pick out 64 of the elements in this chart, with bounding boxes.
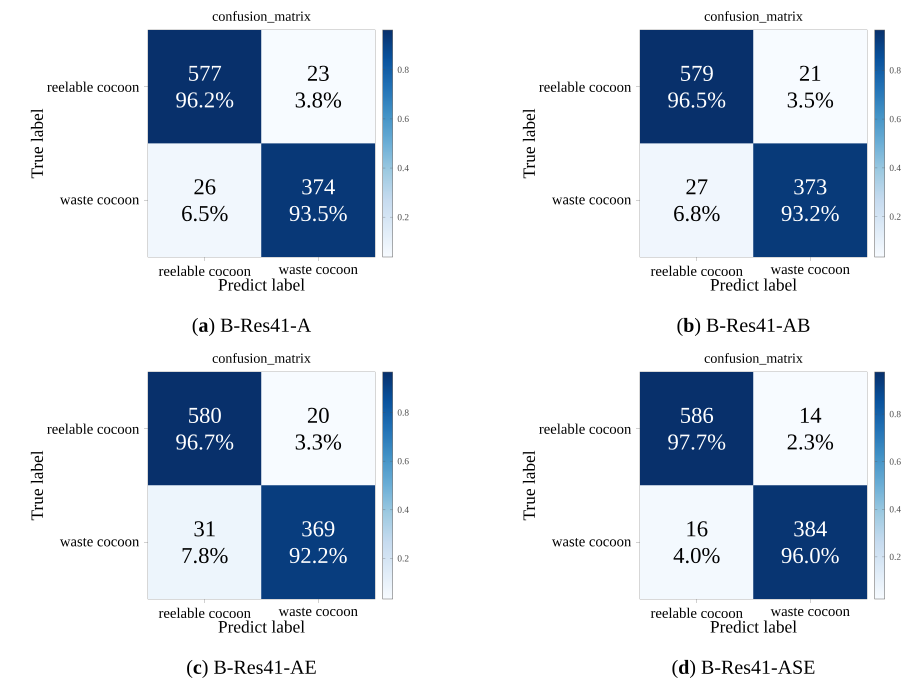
data-label: 580 96.7% bbox=[176, 408, 234, 450]
color-bar-label: 0.2 bbox=[890, 214, 900, 220]
x-tick-label: waste cocoon bbox=[770, 266, 850, 274]
color-bar-label: 0.4 bbox=[890, 506, 901, 512]
color-bar-label: 0.6 bbox=[398, 458, 409, 464]
text: (b) B-Res41-AB bbox=[677, 318, 810, 336]
data-label: 20 3.3% bbox=[296, 408, 342, 450]
x-tick-label: reelable cocoon bbox=[158, 266, 251, 276]
chart-title: confusion_matrix bbox=[212, 10, 311, 23]
y-tick-label: waste cocoon bbox=[60, 538, 140, 546]
y-axis-title: True label bbox=[30, 108, 44, 178]
color-bar-label: 0.2 bbox=[890, 554, 900, 560]
y-axis-title: True label bbox=[30, 450, 44, 520]
data-label: 374 93.5% bbox=[290, 179, 347, 222]
x-tick-label: reelable cocoon bbox=[158, 608, 251, 618]
color-bar-label: 0.4 bbox=[398, 164, 409, 172]
data-label: 579 96.5% bbox=[668, 66, 726, 108]
x-axis-title: Predict label bbox=[218, 620, 305, 633]
text: (c) B-Res41-AE bbox=[187, 660, 316, 678]
x-tick-label: waste cocoon bbox=[278, 266, 358, 274]
color-bar-label: 0.6 bbox=[890, 116, 901, 122]
color-bar-label: 0.8 bbox=[398, 409, 409, 416]
y-tick-label: reelable cocoon bbox=[47, 424, 140, 434]
color-bar-label: 0.4 bbox=[398, 506, 409, 513]
chart-title: confusion_matrix bbox=[212, 352, 311, 365]
x-tick-label: waste cocoon bbox=[278, 608, 358, 616]
y-tick-label: reelable cocoon bbox=[539, 82, 632, 92]
data-label: 369 92.2% bbox=[290, 521, 347, 564]
y-axis-title: True label bbox=[522, 450, 536, 520]
x-tick-label: reelable cocoon bbox=[650, 608, 743, 618]
color-bar-label: 0.2 bbox=[398, 555, 409, 562]
text: (a) B-Res41-A bbox=[192, 318, 312, 336]
y-tick-label: waste cocoon bbox=[552, 196, 632, 204]
x-tick-label: reelable cocoon bbox=[650, 266, 743, 276]
data-label: 384 96.0% bbox=[782, 521, 839, 564]
color-bar-label: 0.8 bbox=[398, 66, 409, 73]
x-axis-title: Predict label bbox=[710, 620, 797, 633]
color-bar-label: 0.6 bbox=[398, 116, 409, 122]
data-label: 373 93.2% bbox=[782, 179, 839, 222]
data-label: 586 97.7% bbox=[668, 408, 726, 450]
data-label: 31 7.8% bbox=[182, 521, 228, 564]
x-axis-title: Predict label bbox=[218, 278, 305, 291]
data-label: 26 6.5% bbox=[182, 179, 228, 222]
color-bar-label: 0.4 bbox=[890, 164, 901, 172]
chart-title: confusion_matrix bbox=[704, 352, 803, 365]
color-bar-label: 0.6 bbox=[890, 458, 901, 465]
y-axis-title: True label bbox=[522, 108, 536, 178]
color-bar-label: 0.2 bbox=[398, 214, 409, 220]
color-bar-label: 0.8 bbox=[890, 67, 901, 74]
x-tick-label: waste cocoon bbox=[770, 608, 850, 616]
data-label: 23 3.8% bbox=[296, 66, 342, 108]
chart-title: confusion_matrix bbox=[704, 10, 803, 23]
y-tick-label: waste cocoon bbox=[60, 196, 140, 204]
data-label: 577 96.2% bbox=[176, 66, 234, 108]
y-tick-label: reelable cocoon bbox=[539, 424, 632, 434]
data-label: 21 3.5% bbox=[788, 66, 834, 108]
y-tick-label: reelable cocoon bbox=[47, 82, 140, 92]
data-label: 14 2.3% bbox=[788, 408, 834, 450]
x-axis-title: Predict label bbox=[710, 278, 797, 291]
data-label: 27 6.8% bbox=[674, 179, 720, 222]
data-label: 16 4.0% bbox=[674, 521, 720, 564]
color-bar-label: 0.8 bbox=[890, 410, 901, 418]
text: (d) B-Res41-ASE bbox=[672, 660, 814, 678]
y-tick-label: waste cocoon bbox=[552, 538, 632, 546]
